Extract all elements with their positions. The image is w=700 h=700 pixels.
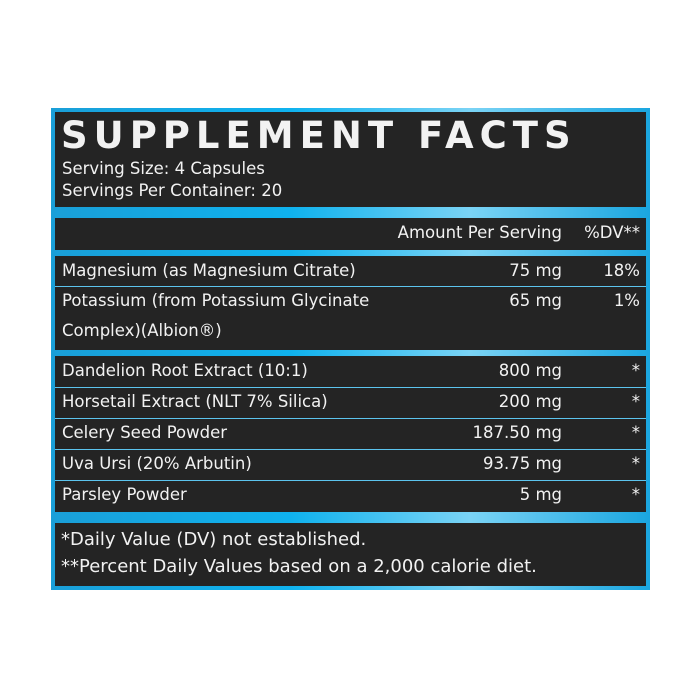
supplement-facts-label: SUPPLEMENT FACTS Serving Size: 4 Capsule… — [51, 108, 650, 590]
divider — [55, 286, 646, 287]
ingredient-dv: * — [631, 392, 640, 411]
amount-header: Amount Per Serving — [397, 223, 562, 242]
ingredient-name: Uva Ursi (20% Arbutin) — [62, 454, 252, 473]
ingredient-dv: 1% — [613, 291, 640, 310]
column-header: Amount Per Serving %DV** — [55, 218, 646, 250]
ingredient-dv: * — [631, 361, 640, 380]
divider — [55, 449, 646, 450]
ingredient-name-cont: Complex)(Albion®) — [62, 321, 222, 340]
dv-header: %DV** — [584, 223, 640, 242]
ingredient-amount: 187.50 mg — [472, 423, 562, 442]
ingredient-name: Celery Seed Powder — [62, 423, 228, 442]
footnote-percent: **Percent Daily Values based on a 2,000 … — [61, 556, 537, 577]
ingredient-amount: 800 mg — [498, 361, 562, 380]
ingredient-dv: * — [631, 454, 640, 473]
minerals-panel: Magnesium (as Magnesium Citrate) 75 mg 1… — [55, 256, 646, 350]
servings-per-container: Servings Per Container: 20 — [62, 181, 283, 200]
title-panel: SUPPLEMENT FACTS Serving Size: 4 Capsule… — [55, 112, 646, 207]
ingredient-name: Horsetail Extract (NLT 7% Silica) — [62, 392, 328, 411]
divider — [55, 387, 646, 388]
ingredient-name: Potassium (from Potassium Glycinate — [62, 291, 370, 310]
botanicals-panel: Dandelion Root Extract (10:1) 800 mg * Hor… — [55, 356, 646, 512]
ingredient-amount: 65 mg — [509, 291, 562, 310]
ingredient-name: Parsley Powder — [62, 485, 187, 504]
footnote-dv: *Daily Value (DV) not established. — [61, 529, 367, 550]
divider — [55, 480, 646, 481]
ingredient-dv: 18% — [603, 261, 640, 280]
ingredient-amount: 93.75 mg — [482, 454, 562, 473]
ingredient-amount: 75 mg — [509, 261, 562, 280]
ingredient-amount: 5 mg — [519, 485, 562, 504]
divider — [55, 418, 646, 419]
footnotes-panel: *Daily Value (DV) not established. **Per… — [55, 523, 646, 586]
ingredient-dv: * — [631, 423, 640, 442]
ingredient-dv: * — [631, 485, 640, 504]
ingredient-name: Magnesium (as Magnesium Citrate) — [62, 261, 356, 280]
title: SUPPLEMENT FACTS — [61, 114, 577, 157]
ingredient-amount: 200 mg — [498, 392, 562, 411]
ingredient-name: Dandelion Root Extract (10:1) — [62, 361, 308, 380]
serving-size: Serving Size: 4 Capsules — [62, 159, 265, 178]
